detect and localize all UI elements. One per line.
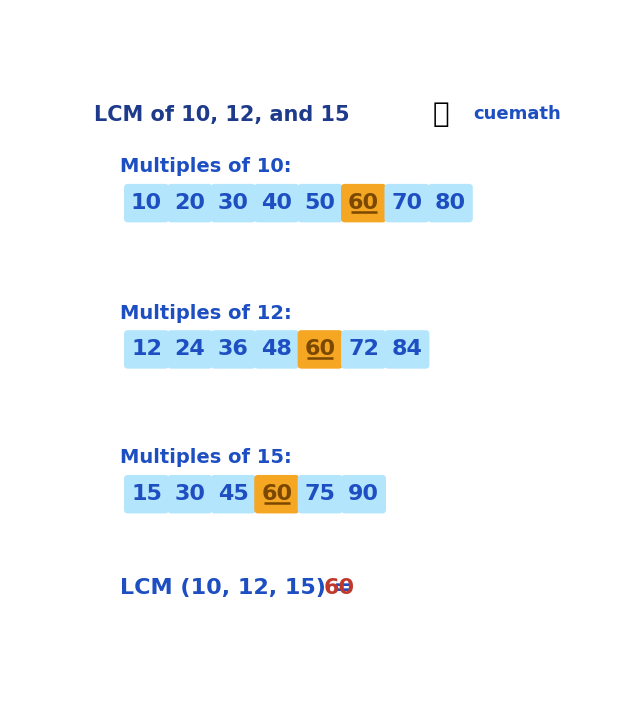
FancyBboxPatch shape <box>385 330 429 369</box>
FancyBboxPatch shape <box>341 330 386 369</box>
FancyBboxPatch shape <box>254 330 299 369</box>
Text: 30: 30 <box>174 484 205 504</box>
Text: 48: 48 <box>261 339 292 360</box>
FancyBboxPatch shape <box>167 184 212 223</box>
FancyBboxPatch shape <box>254 184 299 223</box>
FancyBboxPatch shape <box>298 330 343 369</box>
Text: 36: 36 <box>218 339 249 360</box>
FancyBboxPatch shape <box>167 330 212 369</box>
FancyBboxPatch shape <box>211 475 256 513</box>
Text: 🚀: 🚀 <box>433 100 449 128</box>
FancyBboxPatch shape <box>211 330 256 369</box>
Text: 60: 60 <box>305 339 335 360</box>
FancyBboxPatch shape <box>298 475 343 513</box>
Text: 40: 40 <box>261 193 292 213</box>
Text: 45: 45 <box>218 484 249 504</box>
Text: 80: 80 <box>435 193 466 213</box>
Text: 72: 72 <box>348 339 379 360</box>
Text: 70: 70 <box>391 193 422 213</box>
Text: 20: 20 <box>174 193 205 213</box>
FancyBboxPatch shape <box>254 475 299 513</box>
Text: 75: 75 <box>305 484 335 504</box>
Text: 30: 30 <box>218 193 249 213</box>
Text: LCM (10, 12, 15) =: LCM (10, 12, 15) = <box>120 578 360 598</box>
Text: Multiples of 12:: Multiples of 12: <box>120 304 292 323</box>
Text: 84: 84 <box>392 339 422 360</box>
FancyBboxPatch shape <box>428 184 473 223</box>
FancyBboxPatch shape <box>211 184 256 223</box>
FancyBboxPatch shape <box>124 184 169 223</box>
FancyBboxPatch shape <box>167 475 212 513</box>
Text: 10: 10 <box>131 193 162 213</box>
FancyBboxPatch shape <box>124 475 169 513</box>
FancyBboxPatch shape <box>385 184 429 223</box>
Text: 90: 90 <box>348 484 379 504</box>
Text: Multiples of 10:: Multiples of 10: <box>120 157 291 176</box>
Text: 24: 24 <box>174 339 205 360</box>
FancyBboxPatch shape <box>124 330 169 369</box>
FancyBboxPatch shape <box>341 184 386 223</box>
Text: 15: 15 <box>131 484 162 504</box>
Text: LCM of 10, 12, and 15: LCM of 10, 12, and 15 <box>94 105 350 125</box>
Text: 12: 12 <box>131 339 162 360</box>
Text: 60: 60 <box>323 578 355 598</box>
Text: cuemath: cuemath <box>473 105 561 123</box>
Text: Multiples of 15:: Multiples of 15: <box>120 448 292 466</box>
Text: 60: 60 <box>348 193 379 213</box>
FancyBboxPatch shape <box>298 184 343 223</box>
Text: 60: 60 <box>261 484 292 504</box>
FancyBboxPatch shape <box>341 475 386 513</box>
Text: 50: 50 <box>305 193 335 213</box>
